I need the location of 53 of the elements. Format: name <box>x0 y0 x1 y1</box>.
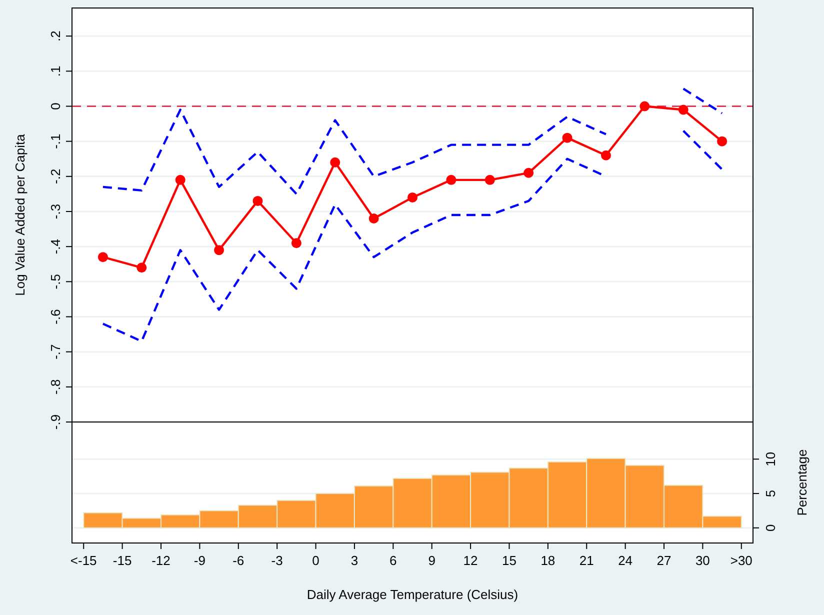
y-axis-title: Log Value Added per Capita <box>12 133 28 296</box>
point <box>446 174 456 185</box>
y-tick-label: .1 <box>48 66 63 77</box>
point <box>252 196 263 206</box>
point <box>214 245 224 256</box>
x-tick-label: 3 <box>350 553 358 568</box>
point <box>98 252 108 262</box>
y-tick-label: 0 <box>762 524 778 532</box>
point <box>291 238 302 248</box>
y-tick-label: .2 <box>48 30 63 42</box>
x-tick-label: 15 <box>502 553 516 568</box>
x-axis-title: Daily Average Temperature (Celsius) <box>306 587 518 602</box>
y-tick-label: 0 <box>48 102 63 110</box>
x-tick-label: 21 <box>579 553 594 568</box>
point <box>408 192 418 202</box>
point <box>136 262 147 273</box>
x-tick-label: 18 <box>540 553 556 568</box>
y-tick-label: -.8 <box>48 379 63 394</box>
x-tick-label: 27 <box>656 553 672 568</box>
point <box>640 101 650 112</box>
y-tick-label: -.1 <box>48 134 63 149</box>
x-tick-label: -6 <box>232 553 244 568</box>
point <box>330 157 340 168</box>
x-tick-label: <-15 <box>70 553 97 568</box>
y-tick-label: -.2 <box>48 168 63 184</box>
x-tick-label: -3 <box>271 553 283 568</box>
point <box>524 168 534 178</box>
x-tick-label: -9 <box>194 553 206 568</box>
point <box>717 136 728 146</box>
y-tick-label: -.3 <box>48 204 63 220</box>
x-tick-label: -12 <box>152 553 170 568</box>
y-tick-label: -.5 <box>48 274 63 290</box>
x-tick-label: 9 <box>428 553 436 568</box>
point <box>175 174 186 185</box>
y-tick-label: -.7 <box>48 344 63 360</box>
point <box>484 174 495 185</box>
x-tick-label: 0 <box>312 553 320 568</box>
point <box>562 132 572 143</box>
x-tick-label: >30 <box>730 553 752 568</box>
y-tick-label: 5 <box>762 490 778 498</box>
x-tick-label: 12 <box>463 553 478 568</box>
point <box>368 214 379 224</box>
y-tick-label: 10 <box>762 452 778 466</box>
x-tick-label: 6 <box>390 553 397 568</box>
y-tick-label: -.6 <box>48 309 63 324</box>
x-tick-label: -15 <box>112 553 132 568</box>
y-tick-label: -.9 <box>48 414 63 430</box>
x-tick-label: 24 <box>618 553 633 568</box>
y-axis-title: Percentage <box>794 449 810 516</box>
x-tick-label: 30 <box>695 553 710 568</box>
point <box>678 104 688 115</box>
y-tick-label: -.4 <box>48 238 63 254</box>
point <box>600 150 611 160</box>
